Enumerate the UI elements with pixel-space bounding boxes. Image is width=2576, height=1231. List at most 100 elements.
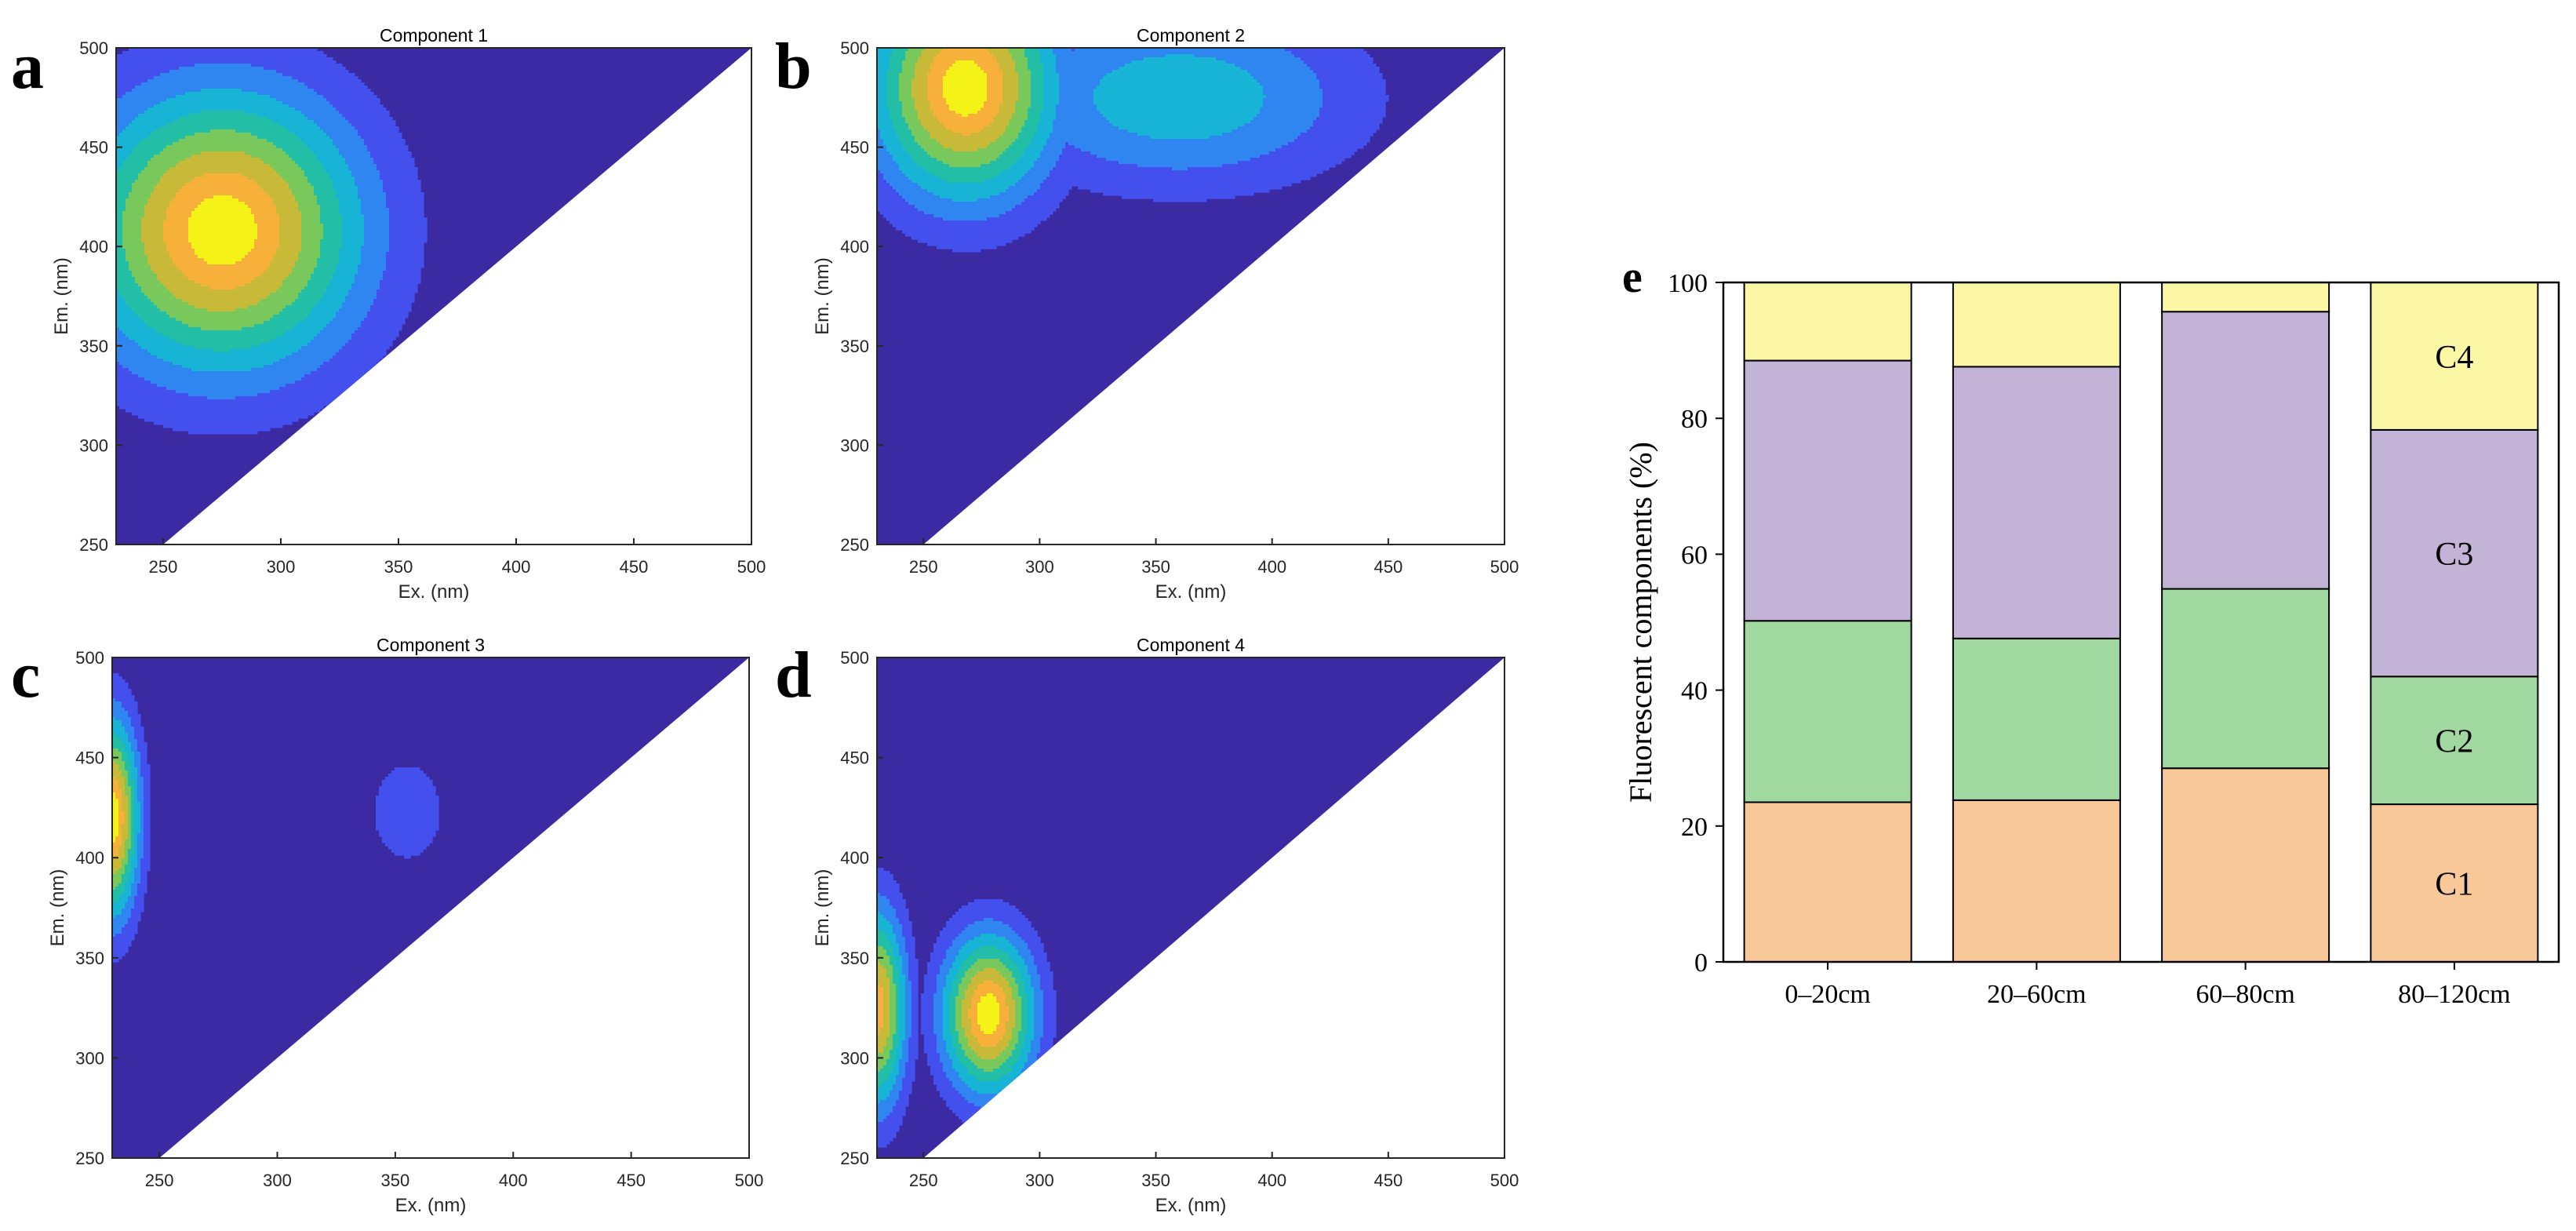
- contour-cell: [132, 355, 136, 359]
- contour-cell: [129, 346, 133, 350]
- contour-cell: [226, 415, 230, 419]
- contour-cell: [226, 268, 230, 271]
- contour-cell: [144, 129, 148, 133]
- contour-cell: [138, 233, 142, 237]
- contour-cell: [144, 318, 148, 322]
- contour-cell: [144, 384, 148, 388]
- contour-cell: [179, 283, 183, 287]
- contour-cell: [126, 330, 129, 334]
- contour-cell: [191, 79, 195, 83]
- contour-cell: [157, 107, 161, 111]
- contour-cell: [213, 151, 217, 155]
- contour-cell: [147, 311, 151, 315]
- contour-cell: [135, 381, 139, 384]
- contour-cell: [238, 390, 242, 394]
- contour-cell: [220, 359, 224, 362]
- contour-cell: [242, 327, 246, 331]
- contour-cell: [220, 233, 224, 237]
- contour-cell: [179, 271, 183, 275]
- contour-cell: [242, 82, 246, 86]
- contour-cell: [154, 79, 158, 83]
- contour-cell: [154, 399, 158, 403]
- contour-cell: [229, 318, 233, 322]
- contour-cell: [116, 239, 120, 243]
- contour-cell: [138, 107, 142, 111]
- contour-cell: [235, 321, 239, 325]
- contour-cell: [135, 161, 139, 165]
- contour-cell: [163, 249, 167, 253]
- contour-cell: [220, 249, 224, 253]
- contour-cell: [207, 252, 211, 256]
- contour-cell: [173, 92, 176, 96]
- contour-cell: [201, 57, 205, 61]
- contour-cell: [157, 362, 161, 366]
- contour-cell: [213, 158, 217, 162]
- contour-cell: [198, 315, 202, 319]
- contour-cell: [144, 261, 148, 265]
- contour-cell: [141, 48, 145, 52]
- contour-cell: [173, 227, 176, 231]
- contour-cell: [220, 148, 224, 152]
- contour-cell: [213, 340, 217, 344]
- contour-cell: [141, 252, 145, 256]
- contour-cell: [179, 60, 183, 64]
- contour-cell: [242, 51, 246, 55]
- contour-cell: [229, 148, 233, 152]
- contour-cell: [201, 167, 205, 171]
- contour-cell: [223, 305, 227, 309]
- contour-cell: [141, 101, 145, 105]
- contour-cell: [160, 186, 164, 190]
- contour-cell: [238, 365, 242, 369]
- contour-cell: [144, 198, 148, 202]
- contour-cell: [198, 70, 202, 74]
- contour-cell: [220, 64, 224, 67]
- contour-cell: [116, 396, 120, 400]
- contour-cell: [232, 349, 236, 353]
- contour-cell: [122, 170, 126, 174]
- contour-cell: [147, 290, 151, 293]
- contour-cell: [195, 202, 198, 206]
- contour-cell: [235, 173, 239, 177]
- contour-cell: [245, 158, 249, 162]
- contour-cell: [188, 346, 192, 350]
- contour-cell: [132, 186, 136, 190]
- contour-cell: [229, 277, 233, 281]
- contour-cell: [154, 67, 158, 71]
- contour-cell: [141, 177, 145, 180]
- contour-cell: [141, 258, 145, 262]
- contour-cell: [226, 396, 230, 400]
- contour-cell: [229, 104, 233, 108]
- contour-cell: [163, 48, 167, 52]
- contour-cell: [141, 277, 145, 281]
- contour-cell: [138, 346, 142, 350]
- contour-cell: [195, 192, 198, 196]
- contour-cell: [210, 214, 214, 218]
- contour-cell: [232, 387, 236, 391]
- contour-cell: [232, 302, 236, 306]
- contour-cell: [126, 70, 129, 74]
- contour-cell: [138, 145, 142, 149]
- contour-cell: [166, 349, 170, 353]
- contour-cell: [122, 51, 126, 55]
- contour-cell: [185, 268, 189, 271]
- contour-cell: [126, 327, 129, 331]
- contour-cell: [154, 139, 158, 143]
- contour-cell: [191, 67, 195, 71]
- contour-cell: [213, 399, 217, 403]
- contour-cell: [220, 180, 224, 184]
- contour-cell: [129, 86, 133, 89]
- contour-cell: [122, 111, 126, 115]
- contour-cell: [242, 104, 246, 108]
- contour-cell: [141, 189, 145, 193]
- contour-cell: [169, 349, 173, 353]
- contour-cell: [201, 183, 205, 187]
- contour-cell: [132, 101, 136, 105]
- contour-cell: [166, 117, 170, 121]
- contour-cell: [242, 377, 246, 381]
- contour-cell: [122, 76, 126, 80]
- contour-cell: [242, 198, 246, 202]
- contour-cell: [157, 239, 161, 243]
- contour-cell: [223, 340, 227, 344]
- contour-cell: [201, 384, 205, 388]
- contour-cell: [122, 280, 126, 284]
